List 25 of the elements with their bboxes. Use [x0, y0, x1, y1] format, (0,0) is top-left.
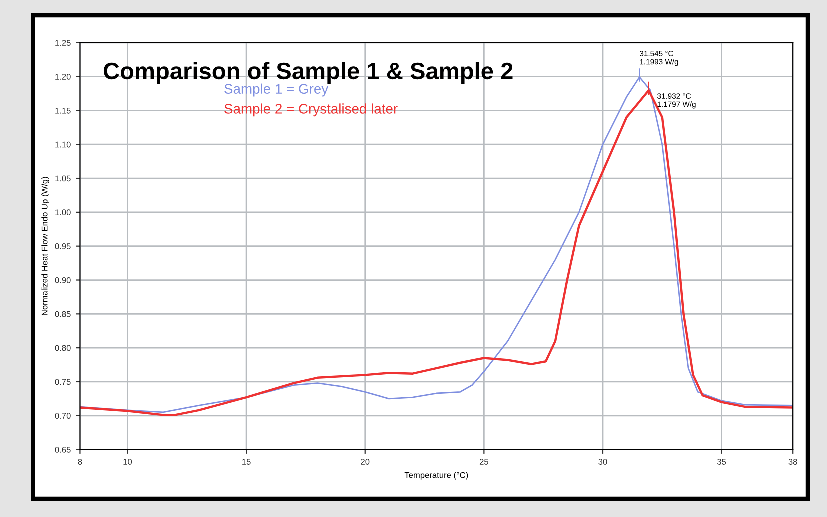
x-axis-title: Temperature (°C) — [404, 472, 468, 480]
x-tick-label: 15 — [242, 459, 251, 465]
y-tick-label: 0.75 — [55, 379, 71, 386]
text: Comparison of Sample 1 & Sample 2 — [104, 62, 513, 84]
y-tick-label: 1.20 — [56, 74, 71, 80]
y-tick-label: 0.80 — [55, 345, 71, 352]
y-tick-label: 0.90 — [55, 277, 71, 284]
y-tick-label: 1.00 — [56, 210, 71, 216]
y-axis-title: Normalized Heat Flow Endo Up (W/g) — [42, 177, 50, 316]
x-tick-label: 10 — [124, 459, 132, 465]
y-tick-label: 1.05 — [56, 176, 71, 182]
y-tick-label: 1.25 — [56, 40, 71, 46]
y-tick-label: 0.85 — [55, 311, 71, 318]
y-tick-label: 0.65 — [55, 446, 71, 453]
x-tick-label: 38 — [788, 459, 798, 465]
y-tick-label: 1.15 — [56, 108, 71, 114]
y-tick-label: 0.70 — [55, 413, 71, 419]
y-tick-label: 1.10 — [56, 142, 71, 148]
x-tick-label: 35 — [717, 459, 726, 465]
y-tick-label: 0.95 — [55, 244, 71, 250]
x-tick-label: 30 — [598, 459, 608, 465]
x-tick-label: 25 — [480, 459, 488, 465]
x-tick-label: 20 — [361, 459, 370, 465]
x-tick-label: 8 — [78, 459, 82, 465]
text: Sample 2 = Crystalised later — [224, 104, 398, 117]
